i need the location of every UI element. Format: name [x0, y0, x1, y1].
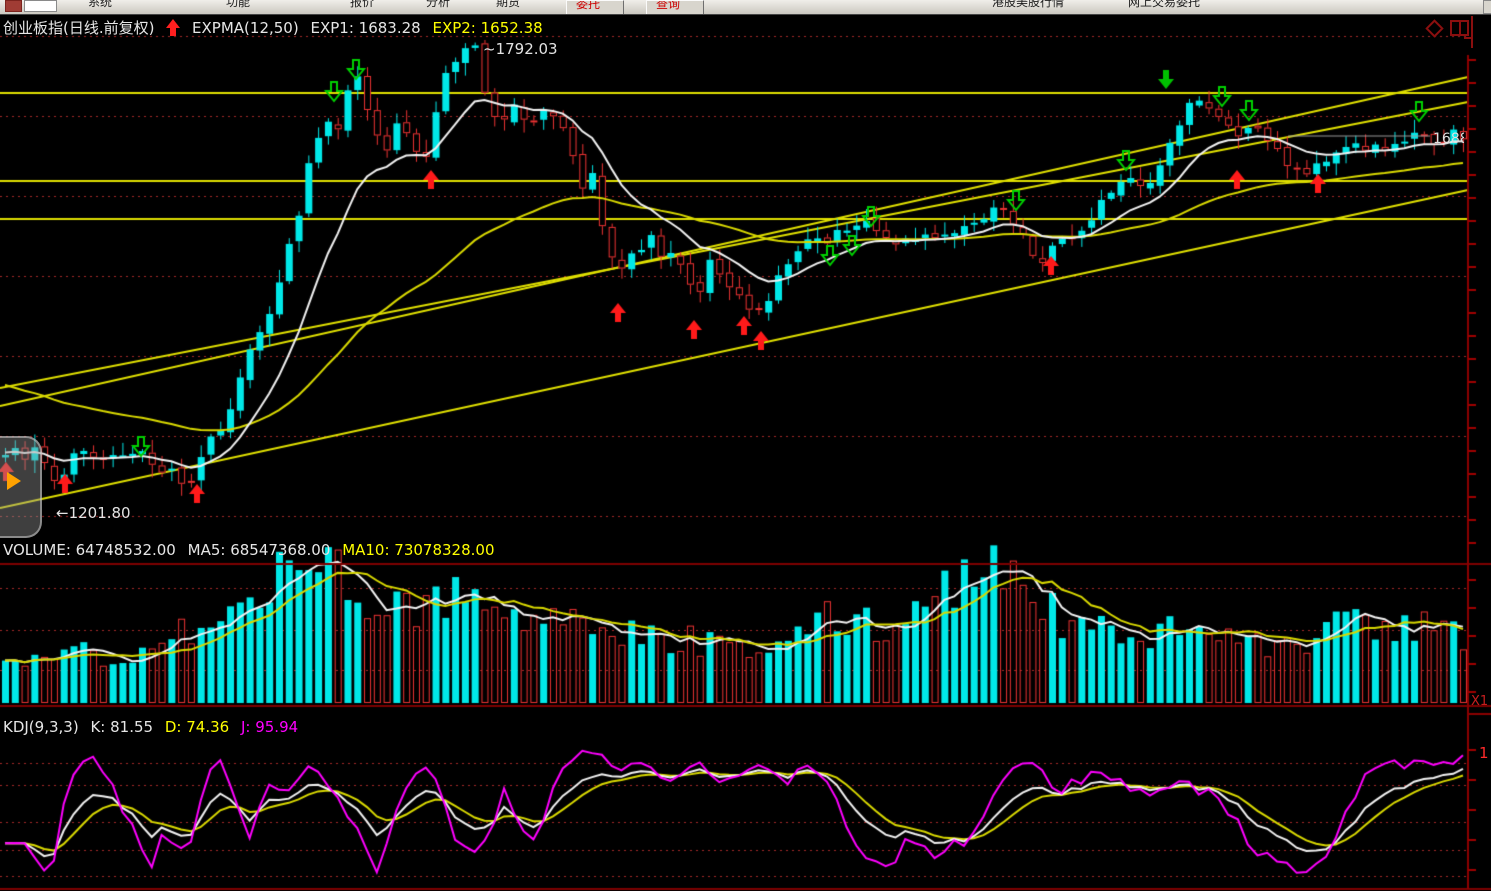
scroll-right-arrow-icon[interactable] — [7, 472, 21, 490]
kdj-indicator-name[interactable]: KDJ(9,3,3) — [3, 718, 79, 736]
volume-ma10-value: MA10: 73078328.00 — [342, 541, 495, 559]
main-chart-header: 创业板指(日线.前复权) EXPMA(12,50) EXP1: 1683.28 … — [3, 17, 550, 38]
menu-item[interactable]: 网上交易委托 — [1128, 0, 1201, 9]
exp2-value: EXP2: 1652.38 — [432, 19, 543, 37]
stock-code-input[interactable] — [24, 0, 57, 12]
pane-edge-line — [1471, 16, 1473, 48]
menu-red-button[interactable]: 查询 — [646, 0, 704, 14]
last-price-label: 1688 — [1433, 131, 1464, 147]
symbol-title: 创业板指(日线.前复权) — [3, 19, 155, 37]
menu-item[interactable]: 分析 — [426, 0, 451, 9]
kdj-scale-label: 1 — [1479, 744, 1489, 762]
menu-red-button[interactable]: 委托 — [566, 0, 624, 14]
menu-item[interactable]: 报价 — [350, 0, 375, 9]
volume-value: VOLUME: 64748532.00 — [3, 541, 176, 559]
kdj-j-value: J: 95.94 — [240, 718, 299, 736]
kdj-header: KDJ(9,3,3) K: 81.55 D: 74.36 J: 95.94 — [3, 718, 305, 736]
menu-end-button[interactable] — [1483, 0, 1491, 14]
kdj-k-value: K: 81.55 — [90, 718, 154, 736]
menu-item[interactable]: 功能 — [226, 0, 251, 9]
kdj-d-value: D: 74.36 — [164, 718, 230, 736]
volume-header: VOLUME: 64748532.00 MA5: 68547368.00 MA1… — [3, 541, 502, 559]
indicator-name[interactable]: EXPMA(12,50) — [192, 19, 299, 37]
menu-item[interactable]: 期货 — [496, 0, 521, 9]
low-price-label: ←1201.80 — [56, 504, 131, 522]
expma-up-arrow-icon — [166, 19, 181, 36]
menu-item[interactable]: 系统 — [88, 0, 113, 9]
menu-item[interactable]: 港股美股行情 — [992, 0, 1065, 9]
peak-price-label: ~1792.03 — [483, 40, 558, 58]
volume-ma5-value: MA5: 68547368.00 — [187, 541, 331, 559]
app-logo-icon — [5, 0, 22, 12]
pane-edge-tick — [1464, 37, 1472, 39]
pane-x1-label[interactable]: X1 — [1471, 694, 1489, 709]
exp1-value: EXP1: 1683.28 — [310, 19, 421, 37]
split-window-icon[interactable] — [1450, 20, 1469, 36]
menu-bar: 系统 功能 报价 分析 期货 港股美股行情 网上交易委托 委托 查询 — [0, 0, 1491, 15]
